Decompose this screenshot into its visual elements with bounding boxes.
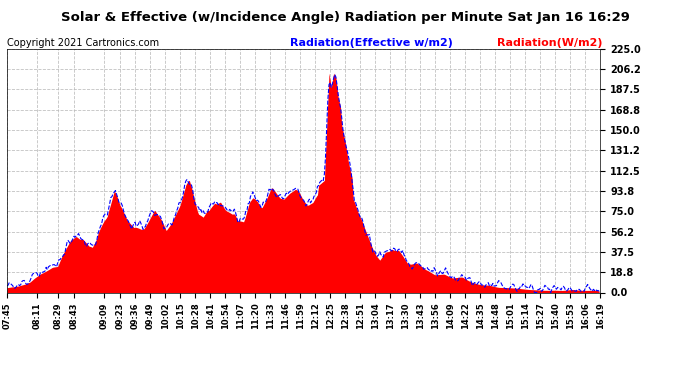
Text: Radiation(Effective w/m2): Radiation(Effective w/m2) <box>290 38 453 48</box>
Text: Solar & Effective (w/Incidence Angle) Radiation per Minute Sat Jan 16 16:29: Solar & Effective (w/Incidence Angle) Ra… <box>61 11 629 24</box>
Text: Copyright 2021 Cartronics.com: Copyright 2021 Cartronics.com <box>7 38 159 48</box>
Text: Radiation(W/m2): Radiation(W/m2) <box>497 38 602 48</box>
